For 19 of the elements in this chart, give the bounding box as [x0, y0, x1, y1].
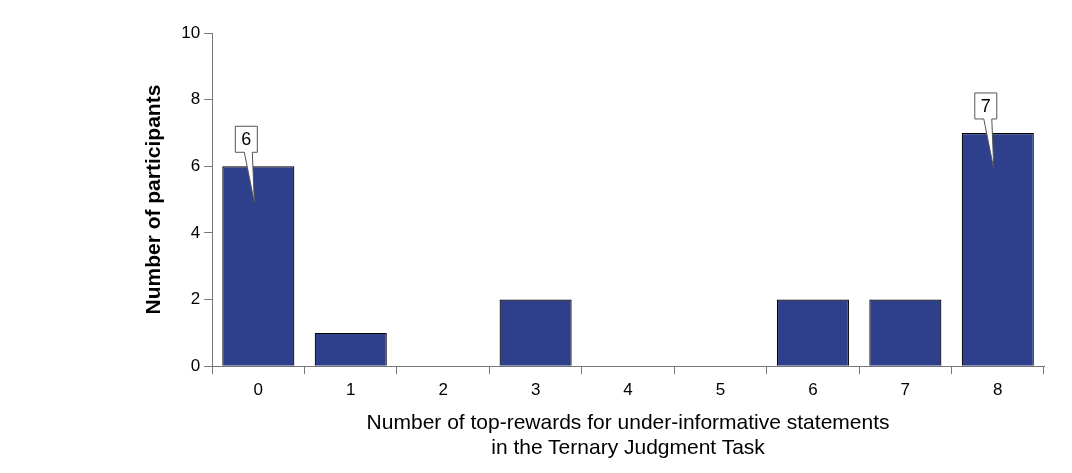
y-tick-label: 8	[190, 89, 201, 109]
x-tick-label: 6	[808, 380, 818, 400]
y-tick-label: 4	[190, 222, 201, 242]
x-axis-title: Number of top-rewards for under-informative statements in the Ternary Judgment Task	[366, 410, 890, 459]
x-tick-label: 4	[623, 380, 633, 400]
x-tick-label: 0	[253, 380, 264, 400]
x-tick-label: 3	[530, 380, 541, 400]
data-label: 7	[980, 95, 991, 116]
y-tick-label: 0	[190, 355, 201, 375]
y-tick-label: 10	[181, 22, 201, 42]
x-tick-label: 5	[715, 380, 726, 400]
y-tick-label: 6	[190, 155, 201, 175]
data-label: 6	[241, 129, 252, 150]
y-tick-label: 2	[190, 289, 201, 309]
x-tick-label: 7	[900, 380, 911, 400]
x-tick-label: 2	[438, 380, 448, 400]
y-axis-title: Number of participants	[141, 84, 165, 315]
x-tick-label: 8	[993, 380, 1003, 400]
x-tick-label: 1	[346, 380, 356, 400]
